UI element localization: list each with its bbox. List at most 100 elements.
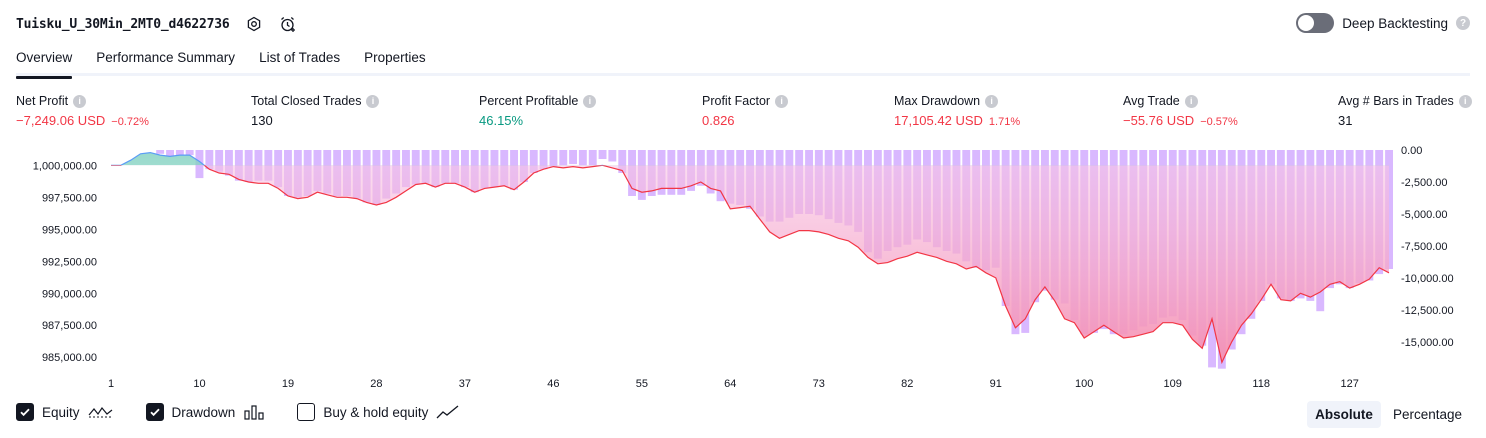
- add-alert-icon[interactable]: [278, 14, 298, 34]
- equity-line-below: [111, 165, 1390, 365]
- equity-label: Equity: [42, 404, 80, 420]
- y-right-tick-label: -12,500.00: [1401, 305, 1454, 317]
- x-axis: 1 10 19 28 37 46 55 64 73 82 91 100 109 118 127: [108, 378, 1359, 390]
- equity-toggle[interactable]: Equity: [16, 403, 114, 421]
- x-tick-label: 55: [636, 378, 648, 390]
- drawdown-bar: [215, 150, 224, 172]
- drawdown-bar: [598, 150, 607, 159]
- y-left-tick-label: 985,000.00: [42, 352, 97, 364]
- y-axis-left: 1,000,000.00 997,500.00 995,000.00 992,500.…: [33, 160, 97, 364]
- x-tick-label: 19: [282, 378, 294, 390]
- strategy-title: Tuisku_U_30Min_2MT0_d4622736: [16, 16, 230, 32]
- chart-legend: Equity Drawdown Buy & hold equity: [16, 403, 460, 421]
- drawdown-bar: [529, 150, 538, 173]
- drawdown-bar: [185, 150, 194, 156]
- drawdown-bar: [166, 150, 174, 157]
- y-left-tick-label: 1,000,000.00: [33, 160, 97, 172]
- deep-backtesting-toggle[interactable]: [1296, 13, 1335, 33]
- metric-percent: −0.72%: [111, 116, 149, 128]
- metric-label: Total Closed Trades: [251, 94, 362, 108]
- deep-backtesting-control: Deep Backtesting ?: [1296, 13, 1470, 33]
- metric-percent-profitable: Percent Profitable i 46.15%: [479, 93, 597, 128]
- drawdown-bar: [175, 150, 184, 156]
- drawdown-bar: [156, 150, 165, 154]
- report-tabs: Overview Performance Summary List of Tra…: [16, 44, 1470, 79]
- deep-backtesting-label: Deep Backtesting: [1342, 15, 1448, 31]
- drawdown-bar: [225, 150, 233, 176]
- equity-area: [111, 152, 1389, 363]
- y-right-tick-label: -10,000.00: [1401, 273, 1454, 285]
- equity-drawdown-chart[interactable]: 1,000,000.00 997,500.00 995,000.00 992,500.…: [0, 140, 1486, 398]
- metric-total-closed-trades: Total Closed Trades i 130: [251, 93, 380, 128]
- tab-performance-summary[interactable]: Performance Summary: [96, 50, 236, 65]
- drawdown-bar: [618, 150, 627, 173]
- metric-percent: −0.57%: [1200, 116, 1238, 128]
- metric-value: 0.826: [702, 113, 735, 128]
- x-tick-label: 1: [108, 378, 114, 390]
- drawdown-toggle[interactable]: Drawdown: [145, 403, 266, 421]
- drawdown-bar: [578, 150, 587, 166]
- y-left-tick-label: 995,000.00: [42, 224, 97, 236]
- x-tick-label: 109: [1164, 378, 1182, 390]
- metric-net-profit: Net Profit i −7,249.06 USD −0.72%: [16, 93, 149, 128]
- x-tick-label: 64: [724, 378, 736, 390]
- y-axis-right: 0.00 -2,500.00 -5,000.00 -7,500.00 -10,000.0…: [1401, 145, 1454, 349]
- y-left-tick-label: 992,500.00: [42, 256, 97, 268]
- x-tick-label: 91: [990, 378, 1002, 390]
- info-icon[interactable]: i: [1184, 94, 1198, 108]
- info-icon[interactable]: i: [583, 94, 597, 108]
- buyhold-toggle[interactable]: Buy & hold equity: [297, 403, 460, 421]
- info-icon[interactable]: i: [366, 94, 380, 108]
- scale-mode-selector: Absolute Percentage: [1307, 401, 1470, 428]
- percentage-option[interactable]: Percentage: [1392, 407, 1462, 422]
- info-icon[interactable]: i: [1458, 94, 1472, 108]
- buyhold-checkbox[interactable]: [297, 403, 316, 421]
- equity-checkbox[interactable]: [16, 403, 34, 421]
- drawdown-checkbox[interactable]: [145, 403, 164, 421]
- info-icon[interactable]: i: [73, 94, 87, 108]
- equity-line-icon: [88, 406, 113, 418]
- x-tick-label: 46: [547, 378, 559, 390]
- metric-label: Percent Profitable: [479, 94, 579, 108]
- settings-icon[interactable]: [244, 14, 264, 34]
- buyhold-label: Buy & hold equity: [323, 404, 429, 420]
- drawdown-bar: [1385, 150, 1393, 269]
- x-tick-label: 10: [193, 378, 205, 390]
- x-tick-label: 118: [1252, 378, 1270, 390]
- x-tick-label: 127: [1341, 378, 1359, 390]
- metric-percent: 1.71%: [988, 116, 1021, 128]
- info-icon[interactable]: i: [985, 94, 999, 108]
- info-icon[interactable]: i: [775, 94, 789, 108]
- trend-line-icon: [436, 405, 459, 419]
- y-right-tick-label: 0.00: [1401, 145, 1422, 157]
- metric-label: Avg Trade: [1123, 94, 1180, 108]
- y-left-tick-label: 997,500.00: [42, 192, 97, 204]
- tab-properties[interactable]: Properties: [364, 50, 426, 65]
- bar-chart-icon: [244, 405, 264, 420]
- toggle-knob: [1298, 15, 1315, 31]
- drawdown-bar: [549, 150, 558, 167]
- metric-value: −55.76 USD: [1123, 113, 1195, 128]
- drawdown-bar: [569, 150, 577, 165]
- metric-label: Max Drawdown: [894, 94, 981, 108]
- tab-overview[interactable]: Overview: [16, 44, 73, 79]
- metric-value: −7,249.06 USD: [16, 113, 106, 128]
- y-left-tick-label: 987,500.00: [42, 320, 97, 332]
- report-header: Tuisku_U_30Min_2MT0_d4622736: [16, 12, 298, 36]
- drawdown-bar: [588, 150, 597, 166]
- drawdown-bar: [559, 150, 568, 166]
- x-tick-label: 82: [901, 378, 913, 390]
- metric-label: Avg # Bars in Trades: [1338, 94, 1454, 108]
- absolute-option[interactable]: Absolute: [1307, 401, 1381, 428]
- metric-value: 31: [1338, 113, 1353, 128]
- drawdown-label: Drawdown: [171, 404, 236, 420]
- y-right-tick-label: -2,500.00: [1401, 177, 1447, 189]
- metric-max-drawdown: Max Drawdown i 17,105.42 USD 1.71%: [894, 93, 1020, 128]
- y-right-tick-label: -5,000.00: [1401, 209, 1447, 221]
- drawdown-bar: [608, 150, 617, 162]
- metric-label: Profit Factor: [702, 94, 771, 108]
- equity-area-above: [120, 152, 205, 166]
- y-right-tick-label: -7,500.00: [1401, 241, 1447, 253]
- help-icon[interactable]: ?: [1456, 16, 1470, 30]
- tab-list-of-trades[interactable]: List of Trades: [259, 50, 341, 65]
